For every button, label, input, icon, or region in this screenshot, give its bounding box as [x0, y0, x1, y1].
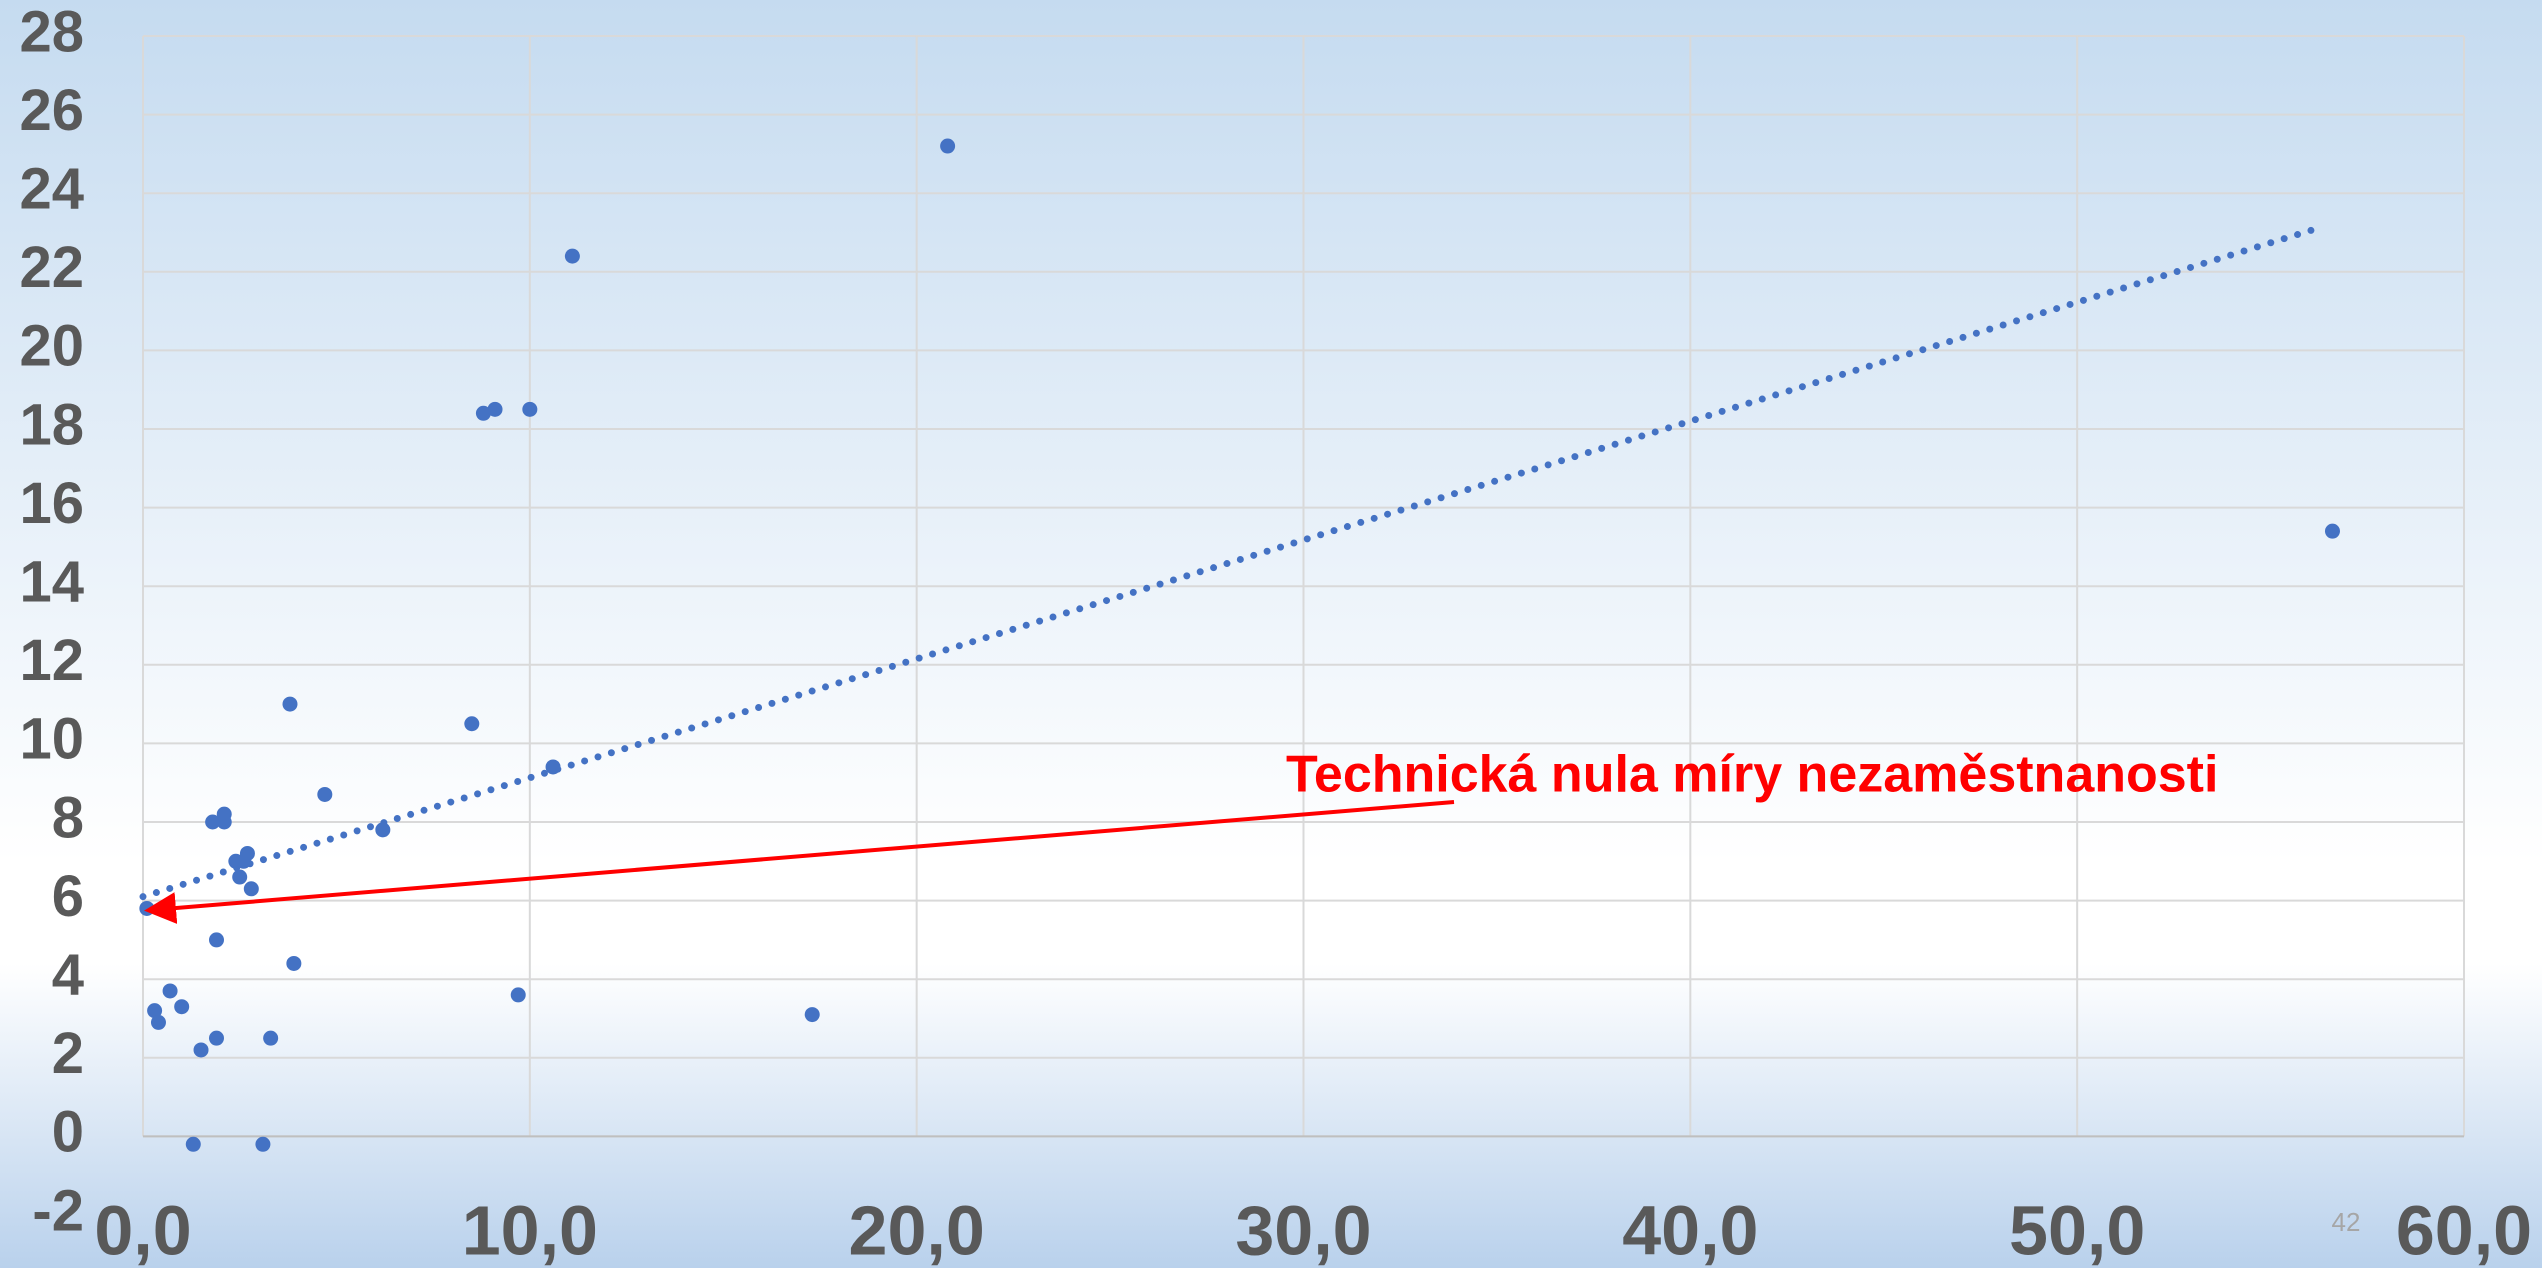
- point: [185, 1136, 201, 1152]
- y-tick-label: 18: [19, 392, 84, 457]
- y-tick-label: 22: [19, 235, 84, 300]
- y-tick-label: 4: [52, 943, 84, 1008]
- x-tick-label: 30,0: [1235, 1191, 1371, 1268]
- y-tick-label: 24: [19, 157, 84, 222]
- y-tick-label: 6: [52, 864, 84, 929]
- x-tick-label: 40,0: [1622, 1191, 1758, 1268]
- point: [239, 845, 255, 861]
- annotation-arrow: [144, 800, 1455, 924]
- x-tick-label: 50,0: [2009, 1191, 2145, 1268]
- point: [243, 881, 259, 897]
- point: [162, 983, 178, 999]
- point: [522, 401, 538, 417]
- point: [255, 1136, 271, 1152]
- trendline: [139, 225, 2321, 901]
- point: [510, 987, 526, 1003]
- point: [317, 786, 333, 802]
- y-tick-label: -2: [32, 1178, 84, 1243]
- y-tick-label: 0: [52, 1100, 84, 1165]
- x-tick-label: 20,0: [849, 1191, 985, 1268]
- point: [232, 869, 248, 885]
- point: [564, 248, 580, 264]
- y-tick-label: 26: [19, 78, 84, 143]
- y-tick-label: 28: [19, 0, 84, 64]
- point: [375, 822, 391, 838]
- point: [804, 1007, 820, 1023]
- x-tick-label: 0,0: [94, 1191, 191, 1268]
- point: [475, 405, 491, 421]
- point: [208, 1030, 224, 1046]
- point: [208, 932, 224, 948]
- point: [487, 401, 503, 417]
- page-number: 42: [2332, 1207, 2361, 1237]
- y-tick-label: 20: [19, 314, 84, 379]
- x-tick-label: 60,0: [2396, 1191, 2532, 1268]
- point: [545, 759, 561, 775]
- y-tick-label: 12: [19, 628, 84, 693]
- point: [2324, 523, 2340, 539]
- point: [263, 1030, 279, 1046]
- annotation: Technická nula míry nezaměstnanosti: [1286, 746, 2218, 804]
- point: [150, 1014, 166, 1030]
- y-tick-label: 16: [19, 471, 84, 536]
- point: [286, 955, 302, 971]
- point: [940, 138, 956, 154]
- point: [205, 814, 221, 830]
- y-tick-label: 2: [52, 1021, 84, 1086]
- y-tick-label: 10: [19, 707, 84, 772]
- point: [464, 716, 480, 732]
- x-tick-label: 10,0: [462, 1191, 598, 1268]
- point: [193, 1042, 209, 1058]
- y-tick-label: 14: [19, 550, 84, 615]
- point: [216, 814, 232, 830]
- point: [147, 1003, 163, 1019]
- point: [174, 999, 190, 1015]
- point: [282, 696, 298, 712]
- y-tick-label: 8: [52, 785, 84, 850]
- grid: [142, 35, 2465, 1138]
